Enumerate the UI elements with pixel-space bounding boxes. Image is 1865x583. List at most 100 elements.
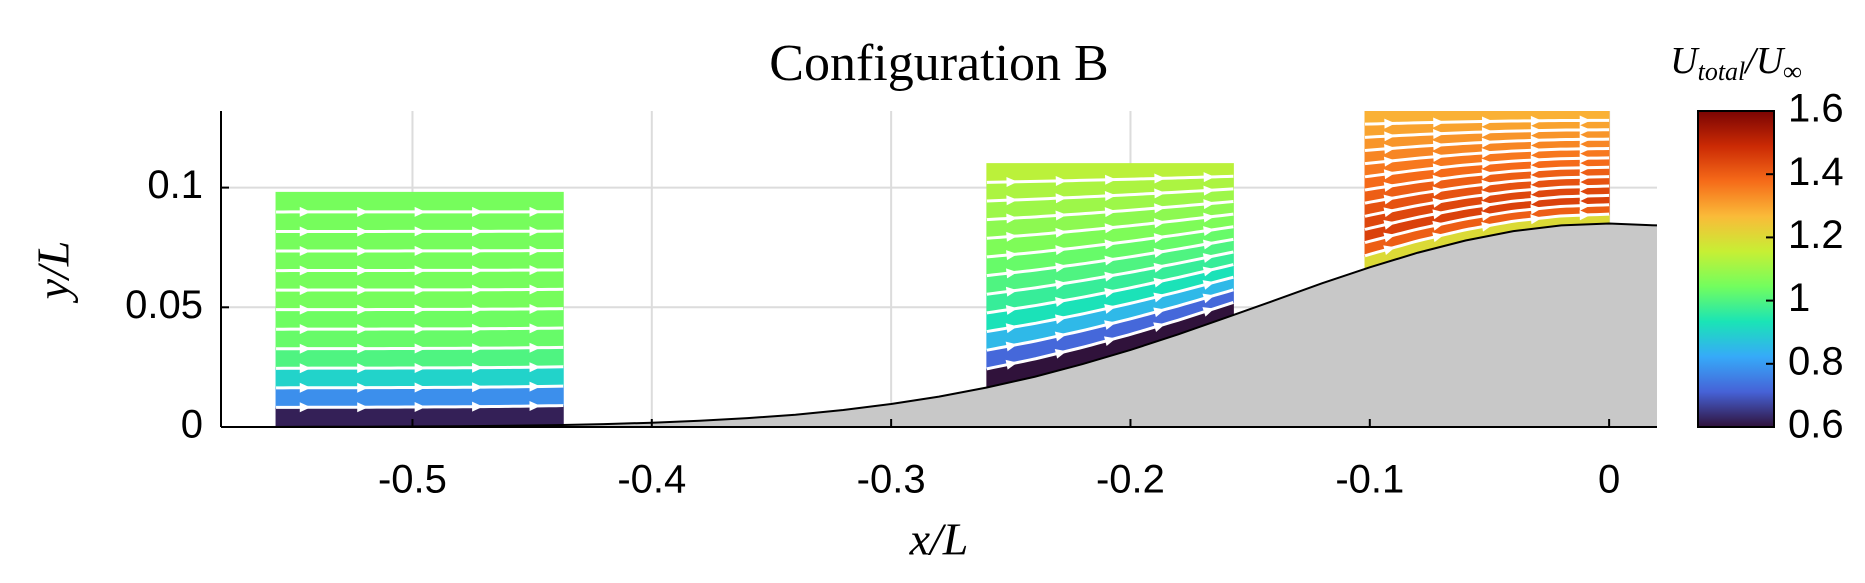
stream-arrow xyxy=(414,265,426,276)
stream-arrow xyxy=(1055,193,1067,204)
stream-arrow xyxy=(472,206,484,217)
stream-arrow xyxy=(299,285,311,296)
stream-arrow xyxy=(1383,245,1396,255)
stream-arrow xyxy=(1054,314,1067,325)
colorbar-tick-label: 1.4 xyxy=(1788,150,1844,194)
stream-arrow xyxy=(1481,190,1494,201)
colorbar-label-part: U xyxy=(1670,40,1700,82)
stream-arrow xyxy=(299,246,311,257)
stream-arrow xyxy=(1202,280,1215,290)
stream-arrow xyxy=(1154,203,1166,214)
stream-arrow xyxy=(1005,341,1018,352)
stream-arrow xyxy=(1153,322,1166,332)
stream-arrow xyxy=(357,324,369,335)
stream-arrow xyxy=(1433,128,1445,139)
stream-arrow xyxy=(472,245,484,256)
stream-arrow xyxy=(1383,181,1396,192)
stream-arrow xyxy=(1006,231,1018,242)
stream-arrow xyxy=(1383,219,1396,230)
velocity-patch xyxy=(275,191,564,427)
chart-title: Configuration B xyxy=(769,35,1108,92)
stream-arrow xyxy=(1530,125,1542,136)
stream-arrow xyxy=(472,226,484,237)
stream-arrow xyxy=(1579,143,1591,154)
stream-arrow xyxy=(1383,169,1396,180)
stream-arrow xyxy=(1005,286,1018,297)
stream-arrow xyxy=(1432,197,1445,208)
stream-arrow xyxy=(1055,227,1067,238)
x-tick-label: -0.3 xyxy=(857,458,926,502)
stream-arrow xyxy=(1432,163,1445,174)
stream-arrow xyxy=(299,324,311,335)
stream-arrow xyxy=(1154,188,1166,199)
stream-arrow xyxy=(1055,210,1067,221)
stream-arrow xyxy=(1530,165,1542,176)
y-axis-label: y/L xyxy=(28,241,79,304)
stream-arrow xyxy=(299,304,311,315)
stream-arrow xyxy=(414,343,426,354)
colorbar-label: Utotal/U∞ xyxy=(1670,40,1802,86)
stream-arrow xyxy=(529,323,541,334)
stream-arrow xyxy=(1383,232,1396,243)
stream-arrow xyxy=(1202,266,1215,277)
stream-arrow xyxy=(357,245,369,256)
stream-arrow xyxy=(529,401,541,412)
stream-arrow xyxy=(1530,214,1542,225)
stream-arrow xyxy=(299,363,311,374)
stream-arrow xyxy=(529,342,541,353)
stream-arrow xyxy=(1530,135,1542,146)
stream-arrow xyxy=(357,363,369,374)
stream-arrow xyxy=(414,323,426,334)
stream-arrow xyxy=(299,343,311,354)
stream-arrow xyxy=(1481,179,1494,190)
stream-arrow xyxy=(1154,173,1166,184)
stream-arrow xyxy=(1104,239,1117,250)
stream-arrow xyxy=(1481,127,1494,138)
stream-arrow xyxy=(1384,131,1396,142)
stream-arrow xyxy=(1153,247,1166,258)
stream-arrow xyxy=(1054,348,1067,359)
stream-arrow xyxy=(1055,262,1067,273)
stream-arrow xyxy=(1153,262,1166,273)
stream-arrow xyxy=(472,265,484,276)
stream-arrow xyxy=(1203,172,1215,183)
stream-arrow xyxy=(1202,239,1215,250)
stream-arrow xyxy=(1481,169,1494,180)
colorbar-tick-label: 1.6 xyxy=(1788,87,1844,131)
stream-arrow xyxy=(529,265,541,276)
stream-arrow xyxy=(1006,250,1018,261)
stream-arrow xyxy=(1005,304,1018,315)
stream-arrow xyxy=(1481,116,1494,127)
stream-arrow xyxy=(1203,212,1215,223)
stream-arrow xyxy=(414,206,426,217)
stream-arrow xyxy=(1104,207,1117,218)
stream-arrow xyxy=(529,226,541,237)
stream-arrow xyxy=(1202,293,1215,304)
stream-arrow xyxy=(357,304,369,315)
stream-arrow xyxy=(472,284,484,295)
stream-arrow xyxy=(472,401,484,412)
colorbar xyxy=(1697,110,1775,428)
x-tick-label: -0.2 xyxy=(1096,458,1165,502)
stream-arrow xyxy=(529,303,541,314)
stream-arrow xyxy=(1153,218,1166,229)
stream-arrow xyxy=(1530,174,1542,185)
stream-arrow xyxy=(1005,323,1018,334)
stream-arrow xyxy=(1432,151,1445,162)
stream-arrow xyxy=(1579,124,1591,135)
stream-arrow xyxy=(357,285,369,296)
stream-arrow xyxy=(357,402,369,413)
colorbar-tick-label: 0.6 xyxy=(1788,403,1844,447)
stream-arrow xyxy=(414,304,426,315)
stream-arrow xyxy=(299,382,311,393)
stream-arrow xyxy=(1203,199,1215,210)
stream-arrow xyxy=(1384,143,1396,154)
stream-arrow xyxy=(1383,194,1396,205)
colorbar-label-part: /U xyxy=(1743,40,1786,82)
x-tick-label: -0.4 xyxy=(617,458,686,502)
stream-arrow xyxy=(1006,213,1018,224)
stream-arrow xyxy=(1153,307,1166,318)
stream-arrow xyxy=(472,304,484,315)
stream-arrow xyxy=(472,343,484,354)
